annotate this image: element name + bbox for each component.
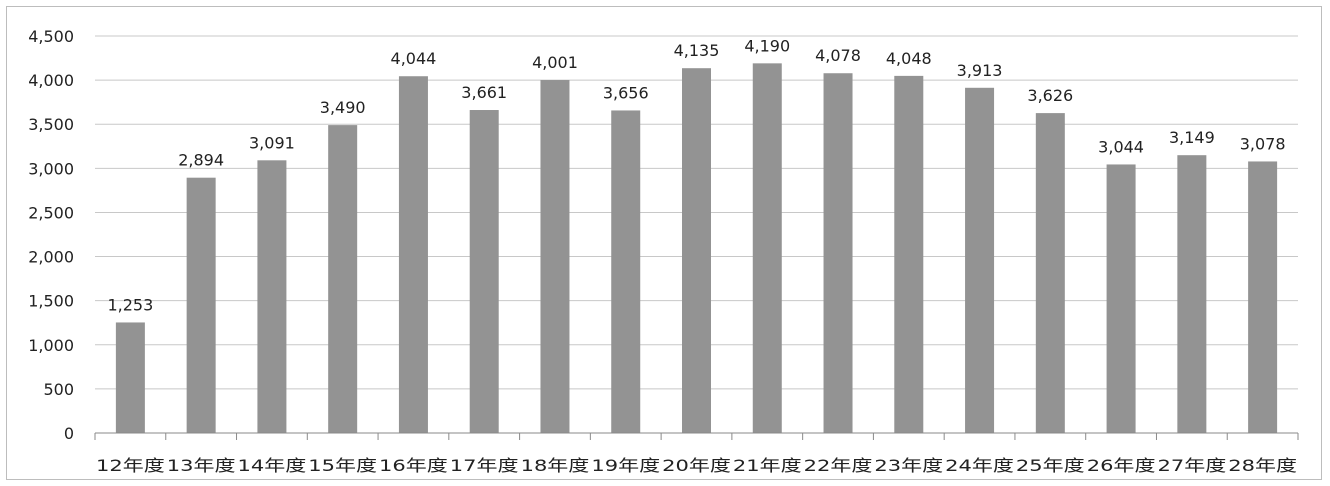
bar — [115, 322, 145, 433]
data-label: 3,490 — [320, 98, 366, 117]
x-tick-label: 12年度 — [96, 456, 165, 475]
data-label: 4,135 — [674, 41, 720, 60]
x-tick-label: 24年度 — [945, 456, 1014, 475]
bar — [823, 73, 853, 434]
y-tick-label: 500 — [43, 380, 74, 399]
x-tick-label: 19年度 — [591, 456, 660, 475]
bar — [398, 76, 428, 433]
bar — [611, 110, 641, 433]
y-tick-label: 4,500 — [28, 27, 74, 46]
bar — [894, 75, 924, 434]
data-label: 4,190 — [744, 36, 790, 55]
x-tick-label: 21年度 — [733, 456, 802, 475]
y-tick-label: 0 — [64, 424, 74, 443]
bar — [1248, 161, 1278, 433]
data-label: 3,656 — [603, 83, 649, 102]
y-axis-ticks: 0 500 1,000 1,500 2,000 2,500 3,000 3,500 4,000 4… — [28, 27, 74, 443]
data-label: 3,913 — [957, 61, 1003, 80]
bar — [752, 63, 782, 434]
x-tick-label: 17年度 — [450, 456, 519, 475]
bar — [1177, 155, 1207, 433]
bars — [115, 63, 1278, 434]
bar — [257, 160, 287, 433]
data-label: 3,149 — [1169, 128, 1215, 147]
x-tick-label: 20年度 — [662, 456, 731, 475]
data-label: 4,078 — [815, 46, 861, 65]
x-tick-label: 16年度 — [379, 456, 448, 475]
x-tick-label: 27年度 — [1157, 456, 1226, 475]
x-tick-label: 25年度 — [1016, 456, 1085, 475]
data-label: 2,894 — [178, 151, 224, 170]
x-tick-label: 22年度 — [804, 456, 873, 475]
bar — [186, 177, 216, 433]
chart-frame — [6, 6, 1322, 480]
data-label: 3,078 — [1240, 134, 1286, 153]
data-labels: 1,253 2,894 3,091 3,490 4,044 3,661 4,001 3,656… — [107, 36, 1285, 314]
data-label: 3,044 — [1098, 137, 1144, 156]
x-tick-label: 13年度 — [167, 456, 236, 475]
bar — [682, 68, 711, 433]
data-label: 3,091 — [249, 133, 295, 152]
data-label: 1,253 — [107, 295, 153, 314]
y-tick-label: 3,000 — [28, 159, 74, 178]
bar — [469, 110, 499, 434]
data-label: 4,001 — [532, 53, 578, 72]
y-tick-label: 1,000 — [28, 336, 74, 355]
data-label: 3,661 — [461, 83, 507, 102]
y-tick-label: 2,500 — [28, 203, 74, 222]
bar — [965, 87, 995, 434]
x-tick-label: 18年度 — [521, 456, 590, 475]
y-tick-label: 1,500 — [28, 292, 74, 311]
bar — [1106, 164, 1136, 434]
x-tick-label: 23年度 — [874, 456, 943, 475]
data-label: 4,048 — [886, 49, 932, 68]
x-tick-label: 14年度 — [238, 456, 307, 475]
y-tick-label: 4,000 — [28, 71, 74, 90]
x-tick-label: 15年度 — [308, 456, 377, 475]
y-tick-label: 2,000 — [28, 248, 74, 267]
bar — [1035, 113, 1065, 433]
x-axis: 12年度 13年度 14年度 15年度 16年度 17年度 18年度 19年度 20年度 21年度… — [94, 432, 1299, 475]
bar — [328, 125, 358, 434]
x-tick-label: 28年度 — [1228, 456, 1297, 475]
bar — [540, 80, 570, 433]
x-tick-label: 26年度 — [1087, 456, 1156, 475]
data-label: 3,626 — [1027, 86, 1073, 105]
data-label: 4,044 — [391, 49, 437, 68]
y-tick-label: 3,500 — [28, 115, 74, 134]
